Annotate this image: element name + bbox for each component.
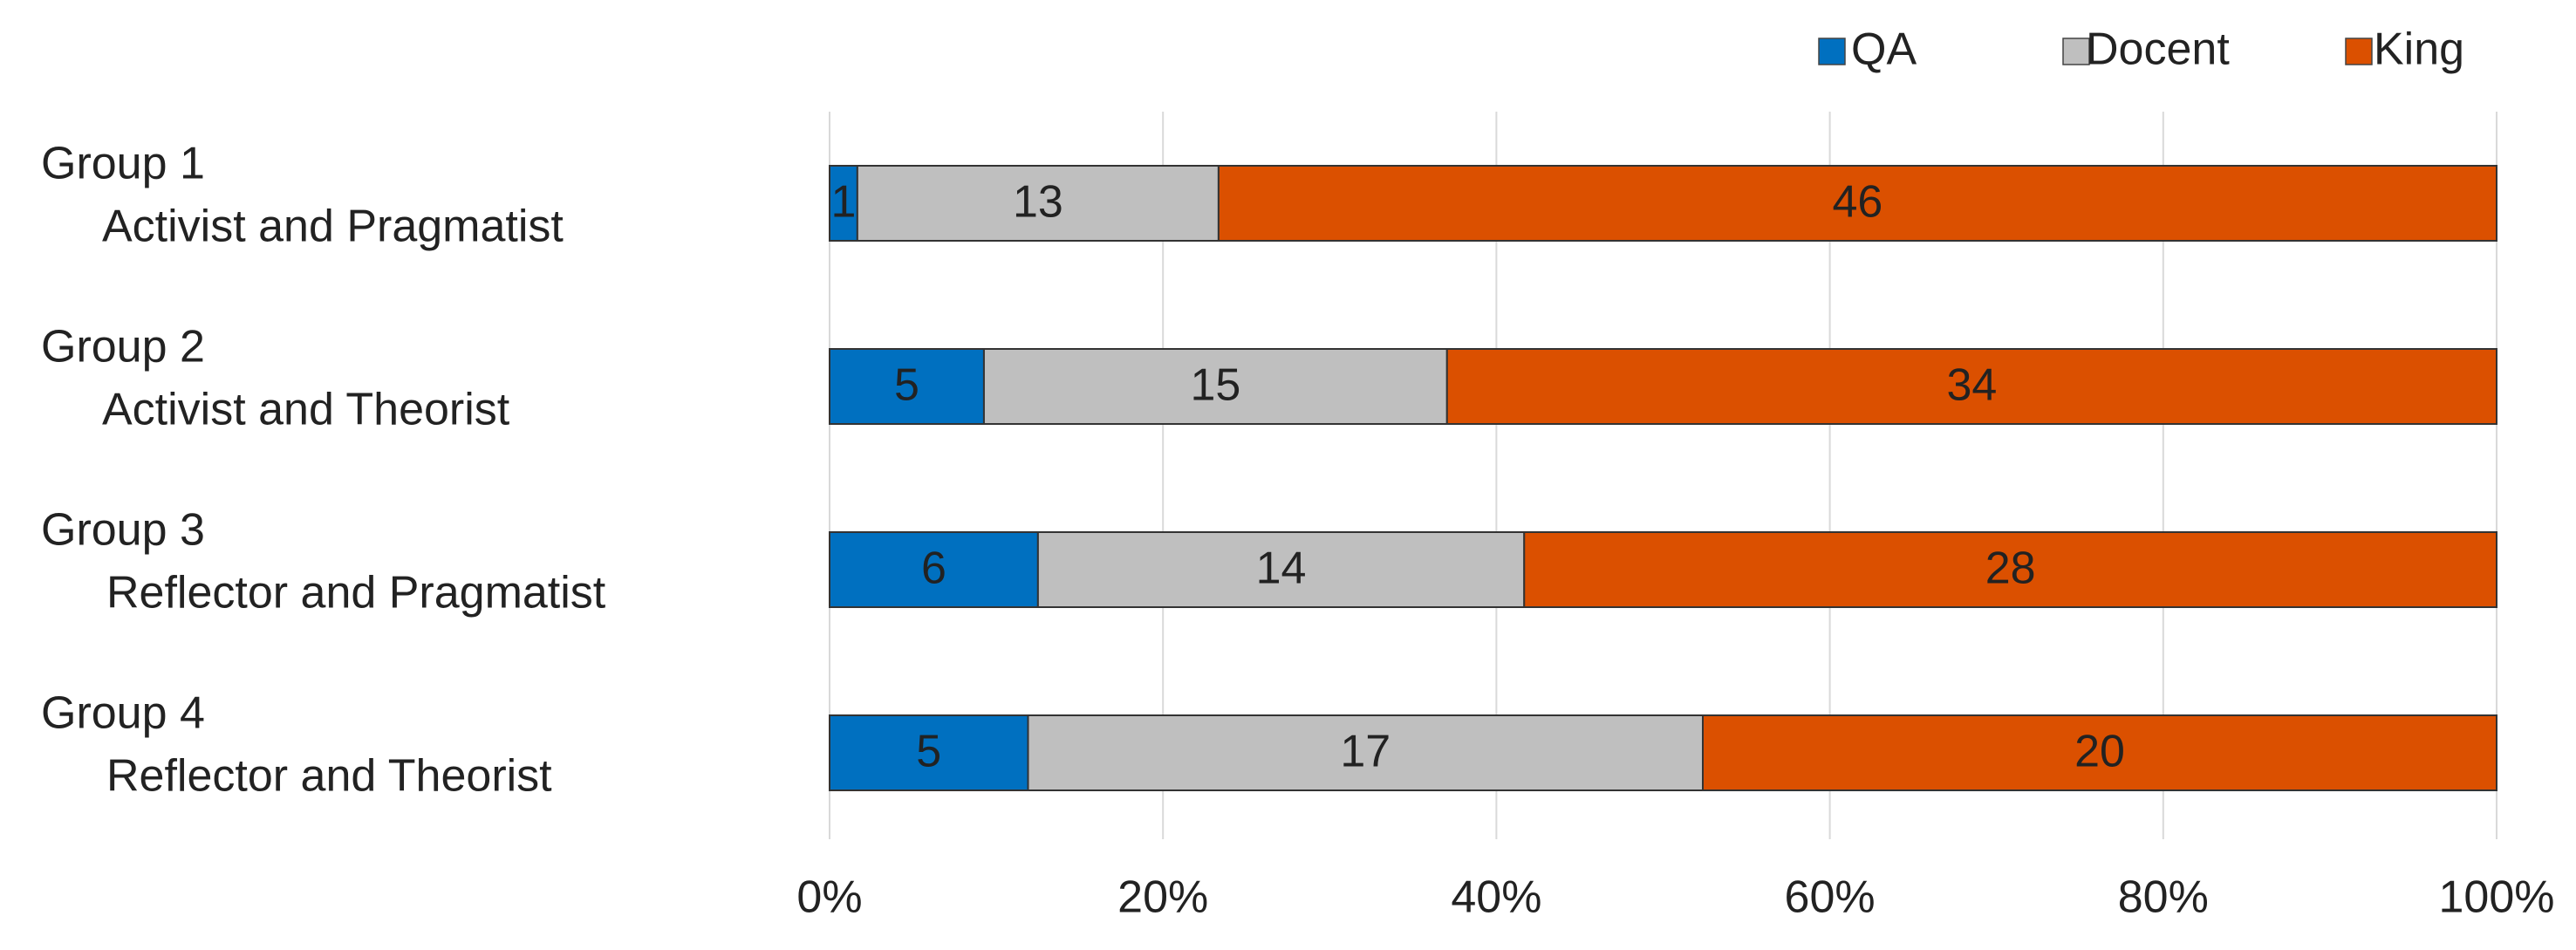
bar-segment	[1445, 348, 2497, 425]
category-sublabel: Reflector and Theorist	[106, 751, 552, 802]
x-tick-label: 0%	[796, 872, 862, 923]
bar-segment	[982, 348, 1448, 425]
legend-swatch	[2062, 38, 2090, 65]
data-label: 20	[2074, 727, 2125, 777]
data-label: 14	[1256, 543, 1307, 594]
data-label: 28	[1985, 543, 2036, 594]
data-label: 13	[1013, 177, 1063, 228]
legend-label: King	[2374, 24, 2464, 75]
legend-label: QA	[1851, 24, 1917, 75]
category-label: Group 2	[41, 322, 205, 372]
x-tick-label: 80%	[2118, 872, 2209, 923]
bar-segment	[829, 348, 985, 425]
data-label: 1	[830, 177, 856, 228]
category-label: Group 4	[41, 688, 205, 739]
data-label: 5	[894, 360, 919, 411]
x-tick-label: 100%	[2439, 872, 2555, 923]
category-sublabel: Reflector and Pragmatist	[106, 568, 606, 619]
x-tick-label: 60%	[1785, 872, 1876, 923]
data-label: 34	[1946, 360, 1997, 411]
bar-segment	[1702, 714, 2497, 791]
bar-segment	[829, 531, 1039, 608]
category-label: Group 3	[41, 505, 205, 556]
data-label: 15	[1190, 360, 1240, 411]
legend-swatch	[1818, 38, 1846, 65]
category-label: Group 1	[41, 139, 205, 189]
bar-segment	[1523, 531, 2497, 608]
bar-segment	[1027, 714, 1704, 791]
data-label: 46	[1833, 177, 1883, 228]
category-sublabel: Activist and Theorist	[102, 385, 510, 435]
bar-segment	[1036, 531, 1526, 608]
data-label: 5	[916, 727, 941, 777]
category-sublabel: Activist and Pragmatist	[102, 202, 564, 252]
data-label: 17	[1340, 727, 1390, 777]
legend-swatch	[2345, 38, 2373, 65]
x-tick-label: 20%	[1117, 872, 1208, 923]
x-tick-label: 40%	[1451, 872, 1541, 923]
bar-segment	[829, 714, 1029, 791]
bar-segment	[1217, 165, 2497, 242]
legend-label: Docent	[2086, 24, 2230, 75]
data-label: 6	[921, 543, 946, 594]
